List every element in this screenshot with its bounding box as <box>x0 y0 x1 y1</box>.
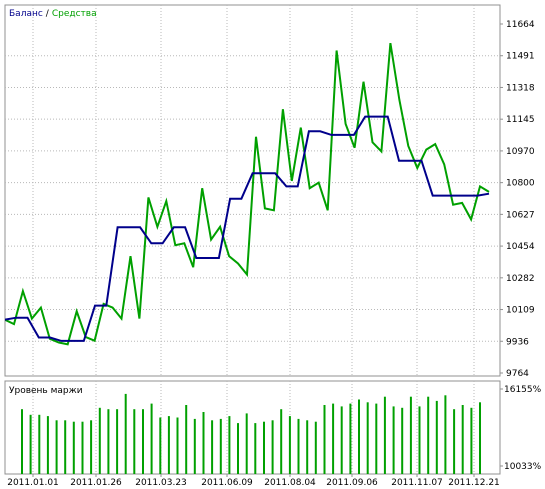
margin-bar <box>470 407 473 474</box>
x-tick-label: 2011.06.09 <box>201 478 253 488</box>
main-series <box>5 42 490 346</box>
y-tick-label: 10454 <box>506 242 535 252</box>
margin-bar <box>340 406 343 474</box>
margin-bar <box>392 406 395 474</box>
margin-bar <box>427 396 430 474</box>
margin-bar <box>142 409 144 474</box>
margin-bar <box>202 412 205 474</box>
margin-bar <box>116 409 119 474</box>
y-tick-label: 11491 <box>506 52 535 62</box>
margin-grid <box>32 381 475 474</box>
margin-bar <box>81 421 84 474</box>
y-tick-label: 10627 <box>506 210 535 220</box>
margin-bar <box>332 403 335 474</box>
margin-bar <box>254 423 257 474</box>
margin-bar <box>185 405 188 474</box>
margin-bar <box>237 423 239 474</box>
margin-bar <box>72 421 75 474</box>
margin-bar <box>167 416 170 474</box>
margin-bar <box>418 406 421 474</box>
margin-y-tick-label: 10033% <box>504 462 542 472</box>
legend-equity: Средства <box>52 9 97 19</box>
y-tick-label: 9764 <box>506 369 529 379</box>
series-line-balance <box>5 115 490 342</box>
margin-bar <box>375 403 378 474</box>
margin-bar <box>159 417 162 474</box>
y-tick-label: 11145 <box>506 115 535 125</box>
x-tick-label: 2011.03.23 <box>135 478 187 488</box>
y-tick-label: 11318 <box>506 83 535 93</box>
margin-y-tick-label: 16155% <box>504 385 542 395</box>
x-tick-label: 2011.01.26 <box>70 478 122 488</box>
margin-bar <box>133 409 136 474</box>
x-tick-label: 2011.08.04 <box>264 478 316 488</box>
margin-bar <box>55 420 58 474</box>
y-tick-label: 10970 <box>506 147 535 157</box>
x-tick-label: 2011.01.01 <box>7 478 59 488</box>
margin-bar <box>479 402 481 474</box>
margin-bar <box>358 399 360 474</box>
margin-bar <box>176 417 179 474</box>
margin-bar <box>263 421 265 474</box>
margin-bar <box>314 421 317 474</box>
legend: Баланс / Средства <box>9 9 97 19</box>
margin-bar <box>29 414 32 474</box>
margin-y-axis: 16155% 10033% <box>500 385 542 472</box>
margin-bar <box>401 407 404 474</box>
margin-bar <box>323 405 326 474</box>
legend-separator: / <box>46 9 50 19</box>
margin-bar <box>453 409 456 474</box>
margin-bar <box>193 418 196 474</box>
margin-panel-title: Уровень маржи <box>9 386 83 396</box>
x-tick-label: 2011.11.07 <box>391 478 443 488</box>
y-tick-label: 10282 <box>506 274 535 284</box>
margin-bar <box>211 420 214 474</box>
x-axis: 2011.01.01 2011.01.26 2011.03.23 2011.06.09… <box>7 474 500 488</box>
margin-bar <box>21 409 23 474</box>
margin-bar <box>435 400 438 474</box>
margin-bar <box>64 420 67 474</box>
margin-bar <box>297 418 300 474</box>
margin-bar <box>280 409 283 474</box>
y-tick-label: 10800 <box>506 179 535 189</box>
x-tick-label: 2011.09.06 <box>326 478 378 488</box>
legend-balance: Баланс <box>9 9 43 19</box>
y-tick-label: 10109 <box>506 306 535 316</box>
margin-bar <box>288 416 291 474</box>
margin-bar <box>228 416 231 474</box>
main-y-axis: 11664 11491 11318 11145 10970 10800 10627 10454… <box>500 20 535 379</box>
main-grid <box>5 5 500 376</box>
margin-bar <box>366 402 369 474</box>
y-tick-label: 11664 <box>506 20 535 30</box>
margin-bar <box>107 409 110 474</box>
margin-bar <box>245 413 248 474</box>
margin-bar <box>38 414 41 474</box>
margin-bar <box>306 420 309 474</box>
x-tick-label: 2011.12.21 <box>448 478 500 488</box>
margin-bar <box>124 393 127 474</box>
margin-bar <box>349 403 352 474</box>
margin-bar <box>444 395 447 474</box>
margin-bar <box>98 407 101 474</box>
margin-bar <box>46 416 49 474</box>
margin-bars <box>21 393 481 474</box>
margin-bar <box>150 403 153 474</box>
margin-bar <box>383 396 386 474</box>
margin-bar <box>271 420 274 474</box>
margin-bar <box>461 405 464 474</box>
margin-bar <box>409 396 412 474</box>
margin-bar <box>219 418 222 474</box>
margin-bar <box>90 420 93 474</box>
y-tick-label: 9936 <box>506 337 529 347</box>
